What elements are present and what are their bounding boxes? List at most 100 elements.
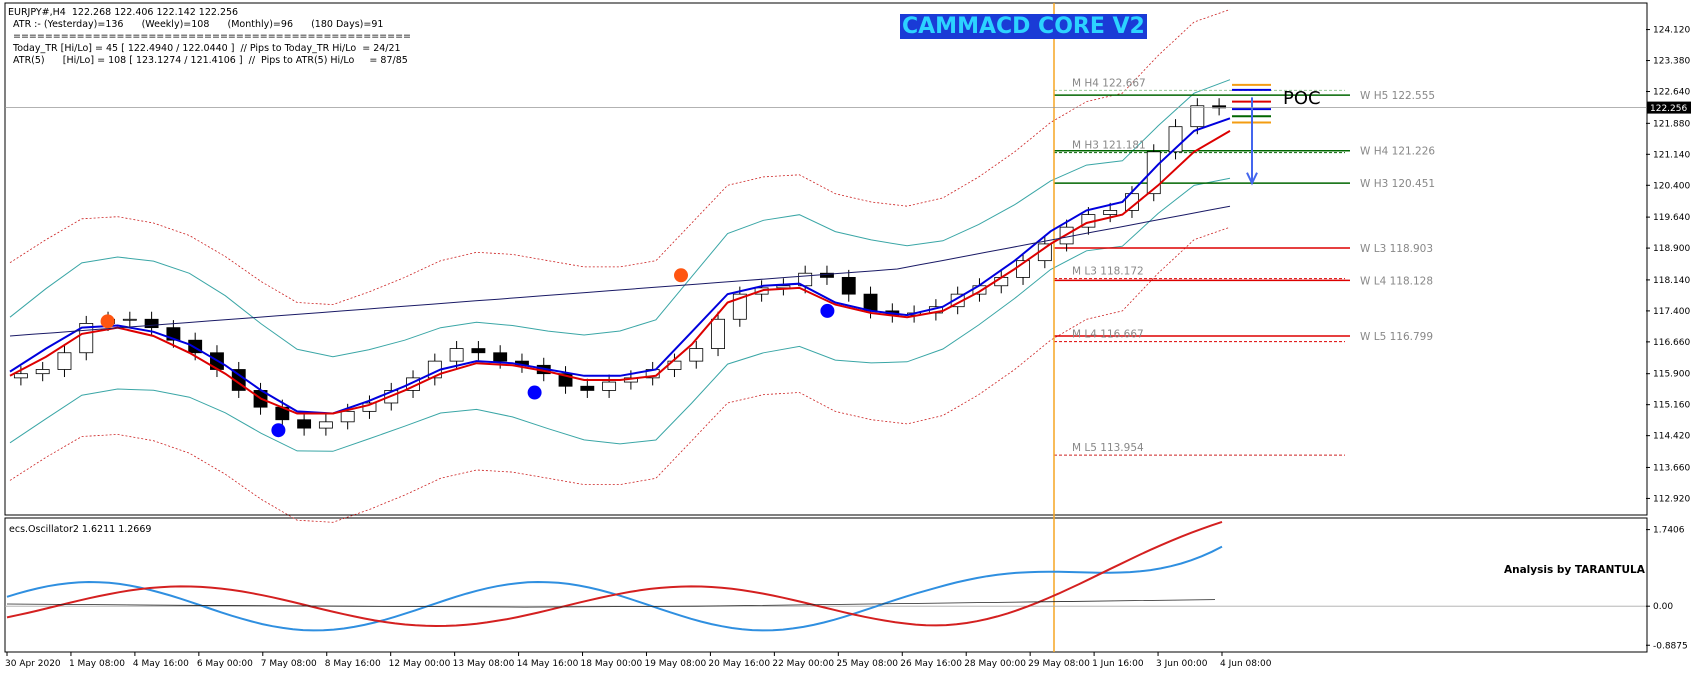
time-axis: 30 Apr 2020 1 May 08:00 4 May 16:00 6 May 0… — [5, 652, 1272, 669]
time-tick-label: 19 May 08:00 — [644, 659, 706, 669]
candle-body — [1190, 105, 1205, 128]
blue-ma-line — [9, 117, 1231, 415]
candle-body — [1146, 151, 1161, 195]
poc-arrow-head — [1246, 172, 1258, 186]
time-tick-label: 14 May 16:00 — [517, 659, 579, 669]
price-tick-label: 123.380 — [1653, 57, 1690, 67]
price-tick-label: 118.900 — [1653, 244, 1690, 254]
candle — [122, 311, 137, 327]
candle — [1146, 144, 1161, 202]
candle-body — [449, 348, 464, 362]
price-axis: 124.120 123.380 122.640 121.880 121.140 120.4… — [5, 26, 1691, 504]
candle-body — [297, 419, 312, 429]
osc-tick-label: 1.7406 — [1653, 526, 1685, 536]
price-tick-label: 121.880 — [1653, 119, 1690, 129]
time-tick-label: 18 May 00:00 — [581, 659, 643, 669]
time-tick-label: 4 May 16:00 — [133, 659, 189, 669]
time-tick-label: 26 May 16:00 — [900, 659, 962, 669]
candle — [1190, 98, 1205, 135]
pivot-levels: W H5 122.555 M H4 122.667 W H4 121.226 M H3… — [1054, 77, 1435, 456]
osc-tick-label: 0.00 — [1653, 602, 1673, 612]
time-tick-label: 28 May 00:00 — [964, 659, 1026, 669]
atr-line: ATR :- (Yesterday)=136 (Weekly)=108 (Mon… — [13, 19, 384, 30]
poc-marker — [1232, 83, 1271, 186]
osc-red-line — [6, 520, 1223, 628]
level-label: M H4 122.667 — [1072, 77, 1146, 89]
candle — [471, 341, 486, 361]
price-tick-label: 116.660 — [1653, 338, 1690, 348]
price-tick-label: 117.400 — [1653, 307, 1690, 317]
atr5-line: ATR(5) [Hi/Lo] = 108 [ 123.1274 / 121.41… — [13, 55, 408, 66]
long-ma-line — [9, 205, 1231, 337]
candle — [841, 269, 856, 302]
bollinger-upper — [9, 79, 1231, 358]
time-tick-label: 29 May 08:00 — [1028, 659, 1090, 669]
price-tick-label: 119.640 — [1653, 213, 1690, 223]
today-tr-line: Today_TR [Hi/Lo] = 45 [ 122.4940 / 122.0… — [13, 43, 401, 54]
time-tick-label: 8 May 16:00 — [325, 659, 381, 669]
price-tick-label: 115.900 — [1653, 370, 1690, 380]
candle-body — [863, 293, 878, 312]
candle — [1103, 202, 1118, 223]
candle — [1037, 236, 1052, 269]
signal-dot — [100, 314, 115, 329]
level-label: W H5 122.555 — [1360, 90, 1435, 102]
poc-label: POC — [1283, 88, 1321, 109]
candle-body — [122, 318, 137, 321]
signal-dot — [820, 303, 835, 318]
osc-signal-line — [6, 599, 1216, 608]
candle-body — [602, 381, 617, 391]
level-label: M L4 116.667 — [1072, 329, 1144, 341]
candle — [820, 265, 834, 285]
signature: Analysis by TARANTULA — [1504, 564, 1646, 576]
time-tick-label: 30 Apr 2020 — [5, 659, 61, 669]
time-tick-label: 4 Jun 08:00 — [1220, 659, 1272, 669]
price-tick-label: 124.120 — [1653, 26, 1690, 36]
candle-body — [13, 373, 28, 379]
candle — [580, 378, 595, 398]
signal-dot — [674, 268, 688, 283]
candle-body — [711, 318, 725, 349]
price-tick-label: 112.920 — [1653, 494, 1690, 504]
time-tick-label: 25 May 08:00 — [836, 659, 898, 669]
candle — [689, 341, 704, 369]
signals — [100, 268, 835, 438]
price-tick-label: 120.400 — [1653, 181, 1690, 191]
candle-body — [1103, 210, 1118, 215]
candle-body — [35, 369, 50, 375]
bollinger-bands — [9, 79, 1231, 452]
candle — [57, 345, 72, 378]
level-label: W L5 116.799 — [1360, 331, 1433, 343]
oscillator: 1.7406 0.00 -0.8875 — [5, 520, 1688, 651]
level-label: W H4 121.226 — [1360, 146, 1435, 158]
candle-body — [841, 276, 856, 295]
time-tick-label: 3 Jun 00:00 — [1156, 659, 1208, 669]
candle — [711, 311, 725, 357]
level-label: W L4 118.128 — [1360, 275, 1433, 287]
time-tick-label: 22 May 00:00 — [772, 659, 834, 669]
time-tick-label: 1 May 08:00 — [69, 659, 125, 669]
separator-line: ========================================… — [13, 31, 411, 42]
red-ma-line — [9, 130, 1231, 415]
price-tick-label: 114.420 — [1653, 432, 1690, 442]
candle-body — [340, 410, 355, 423]
level-label: M L3 118.172 — [1072, 266, 1144, 278]
symbol-line: EURJPY#,H4 122.268 122.406 122.142 122.2… — [8, 7, 239, 18]
main-panel — [4, 2, 1648, 516]
oscillator-panel — [4, 517, 1648, 653]
signal-dot — [271, 423, 286, 438]
candle — [275, 399, 290, 428]
candle — [449, 341, 464, 369]
candle — [318, 414, 333, 436]
level-label: W L3 118.903 — [1360, 243, 1433, 255]
candle-body — [471, 348, 486, 354]
level-label: M H3 121.181 — [1072, 140, 1146, 152]
indicator-banner: CAMMACD CORE V2 — [900, 14, 1147, 39]
current-price-label: 122.256 — [1650, 104, 1687, 114]
current-price-box — [1647, 101, 1691, 114]
time-tick-label: 7 May 08:00 — [261, 659, 317, 669]
time-tick-label: 13 May 08:00 — [453, 659, 515, 669]
moving-averages — [9, 117, 1231, 415]
price-tick-label: 113.660 — [1653, 463, 1690, 473]
